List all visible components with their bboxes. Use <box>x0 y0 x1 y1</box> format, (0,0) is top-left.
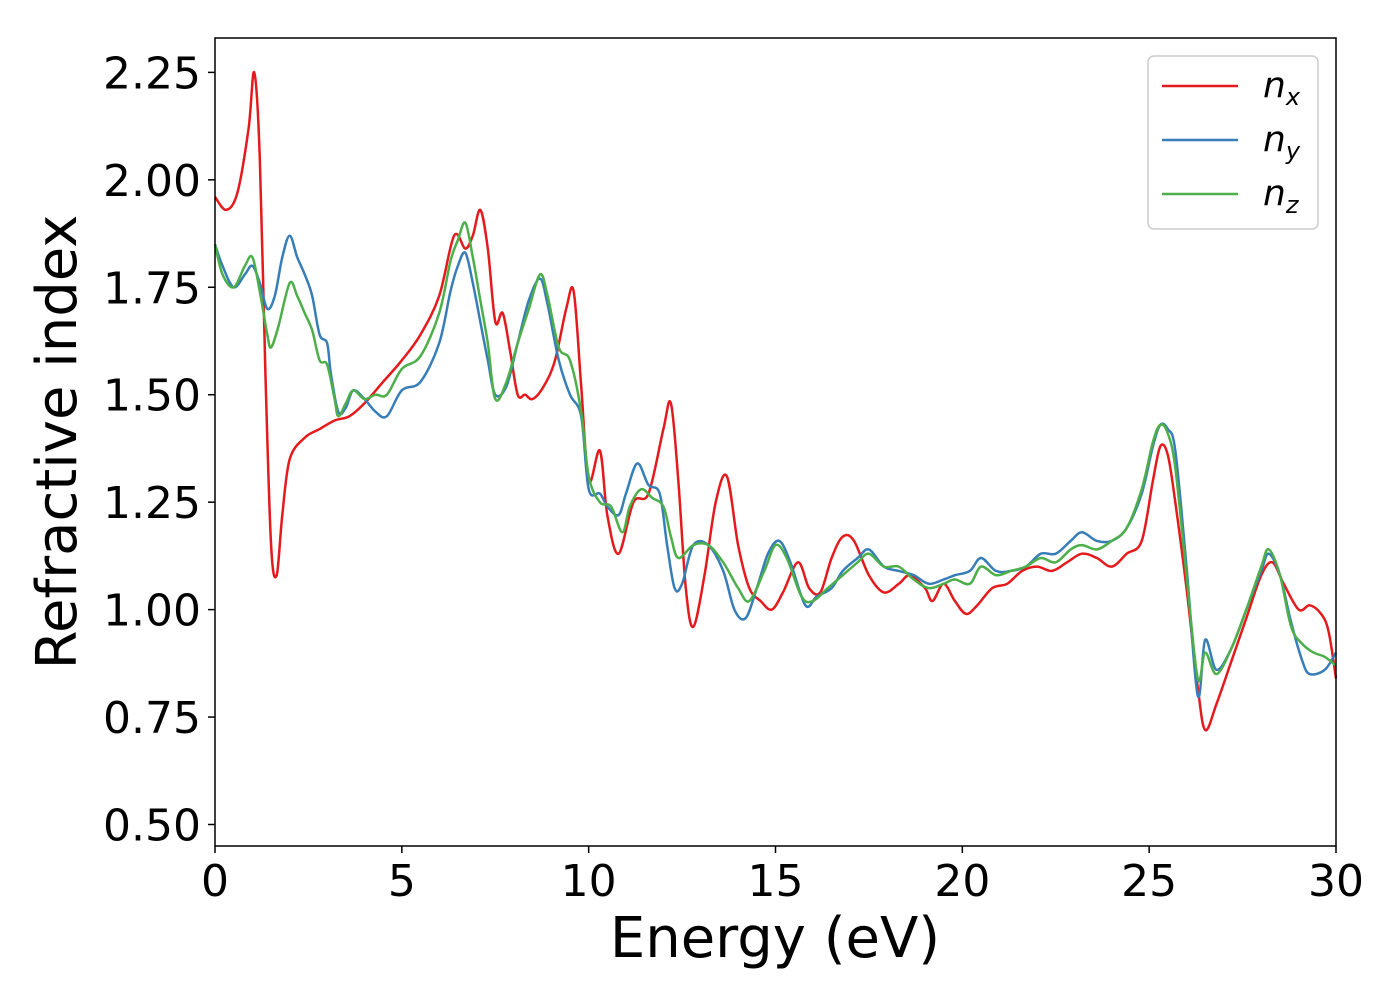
legend-label-n-y: ny <box>1263 119 1301 165</box>
legend-label-n-x: nx <box>1263 65 1301 111</box>
y-tick-label: 1.50 <box>103 371 201 422</box>
x-axis: 0 5 10 15 20 25 30 <box>201 846 1364 907</box>
y-tick-label: 0.75 <box>103 693 201 744</box>
y-tick-label: 2.25 <box>103 48 201 99</box>
y-tick-label: 2.00 <box>103 156 201 207</box>
legend-box <box>1147 55 1319 230</box>
y-tick-label: 1.25 <box>103 478 201 529</box>
legend: nx ny nz <box>1147 55 1319 230</box>
x-tick-label: 30 <box>1308 856 1364 907</box>
y-tick-label: 1.75 <box>103 263 201 314</box>
x-tick-label: 20 <box>934 856 990 907</box>
y-tick-label: 1.00 <box>103 586 201 637</box>
x-tick-label: 5 <box>388 856 416 907</box>
y-axis: 0.50 0.75 1.00 1.25 1.50 1.75 2.00 2.25 <box>103 48 215 852</box>
series-line-n-y <box>213 234 1338 699</box>
series-layer <box>213 71 1338 732</box>
y-axis-title: Refractive index <box>25 215 90 670</box>
x-tick-label: 10 <box>561 856 617 907</box>
x-tick-label: 15 <box>748 856 804 907</box>
x-axis-title: Energy (eV) <box>610 906 940 971</box>
y-tick-label: 0.50 <box>103 801 201 852</box>
legend-label-n-z: nz <box>1263 173 1300 219</box>
series-line-n-z <box>213 221 1337 683</box>
x-tick-label: 25 <box>1121 856 1177 907</box>
x-tick-label: 0 <box>201 856 229 907</box>
